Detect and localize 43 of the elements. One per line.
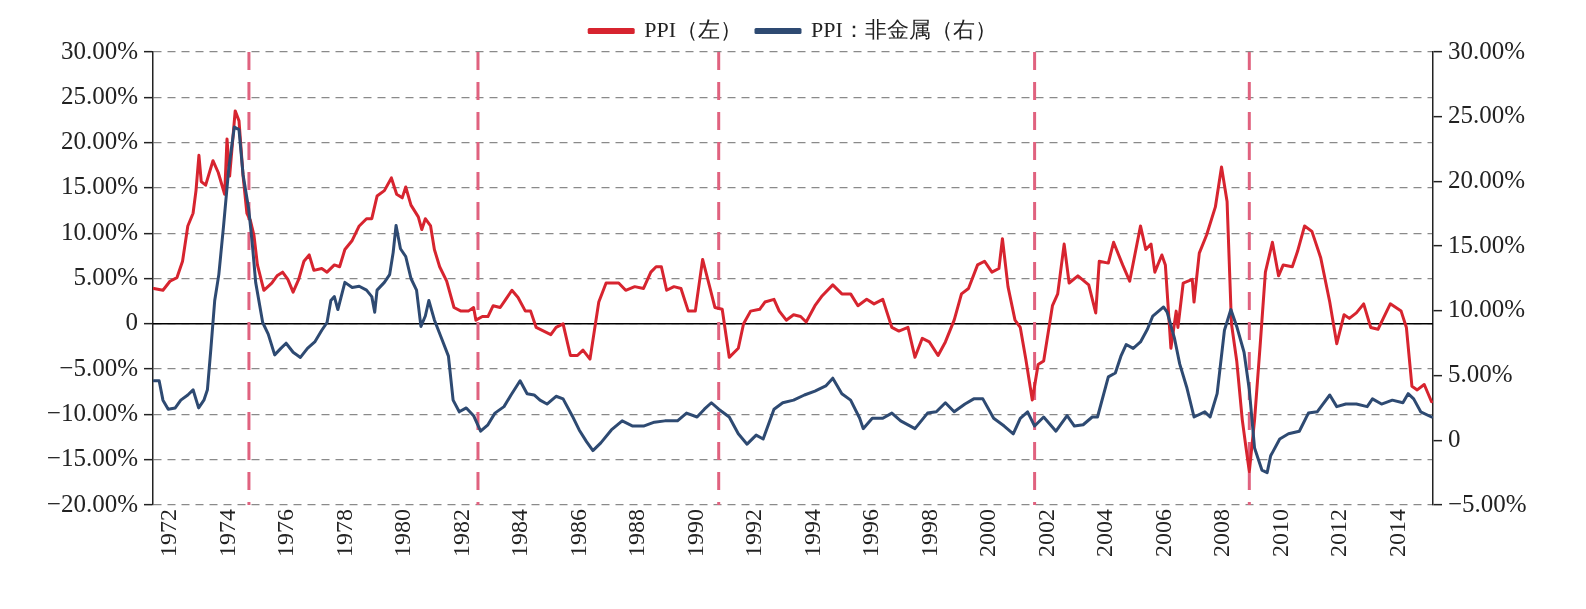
y-tick-label: −10.00% — [46, 398, 138, 426]
x-tick-label: 2006 — [1149, 509, 1176, 557]
x-tick-label: 2014 — [1383, 509, 1410, 557]
x-tick-label: 2010 — [1266, 509, 1293, 557]
x-tick-label: 1980 — [389, 509, 416, 557]
y-tick-label: −5.00% — [59, 353, 138, 381]
y-tick-label: 15.00% — [60, 172, 138, 200]
y-tick-label: 30.00% — [60, 36, 138, 64]
x-tick-label: 2000 — [974, 509, 1001, 557]
y2-tick-label: −5.00% — [1448, 489, 1527, 517]
x-tick-label: 2002 — [1032, 509, 1059, 557]
y2-tick-label: 10.00% — [1448, 295, 1526, 323]
y2-tick-label: 0 — [1448, 424, 1461, 452]
y2-tick-label: 25.00% — [1448, 101, 1526, 129]
y-tick-label: −20.00% — [46, 489, 138, 517]
y-tick-label: 25.00% — [60, 81, 138, 109]
x-tick-label: 1986 — [564, 509, 591, 557]
x-tick-label: 1998 — [915, 509, 942, 557]
x-tick-label: 1974 — [213, 509, 240, 557]
y2-tick-label: 30.00% — [1448, 36, 1526, 64]
x-tick-label: 1992 — [740, 509, 767, 557]
legend-label: PPI：非金属（右） — [811, 16, 997, 42]
x-tick-label: 1976 — [272, 509, 299, 557]
x-tick-label: 1996 — [857, 509, 884, 557]
x-tick-label: 1972 — [155, 509, 182, 557]
y-tick-label: 10.00% — [60, 217, 138, 245]
x-tick-label: 2004 — [1091, 509, 1118, 557]
y-tick-label: 5.00% — [73, 263, 138, 291]
y2-tick-label: 15.00% — [1448, 230, 1526, 258]
x-tick-label: 1990 — [681, 509, 708, 557]
x-tick-label: 1978 — [330, 509, 357, 557]
x-tick-label: 2012 — [1325, 509, 1352, 557]
x-tick-label: 1984 — [506, 509, 533, 557]
y-tick-label: −15.00% — [46, 444, 138, 472]
y-tick-label: 0 — [125, 308, 138, 336]
x-tick-label: 2008 — [1208, 509, 1235, 557]
x-tick-label: 1982 — [447, 509, 474, 557]
legend-label: PPI（左） — [644, 16, 742, 42]
x-tick-label: 1994 — [798, 509, 825, 557]
y-tick-label: 20.00% — [60, 127, 138, 155]
x-tick-label: 1988 — [623, 509, 650, 557]
y2-tick-label: 20.00% — [1448, 165, 1526, 193]
y2-tick-label: 5.00% — [1448, 360, 1513, 388]
